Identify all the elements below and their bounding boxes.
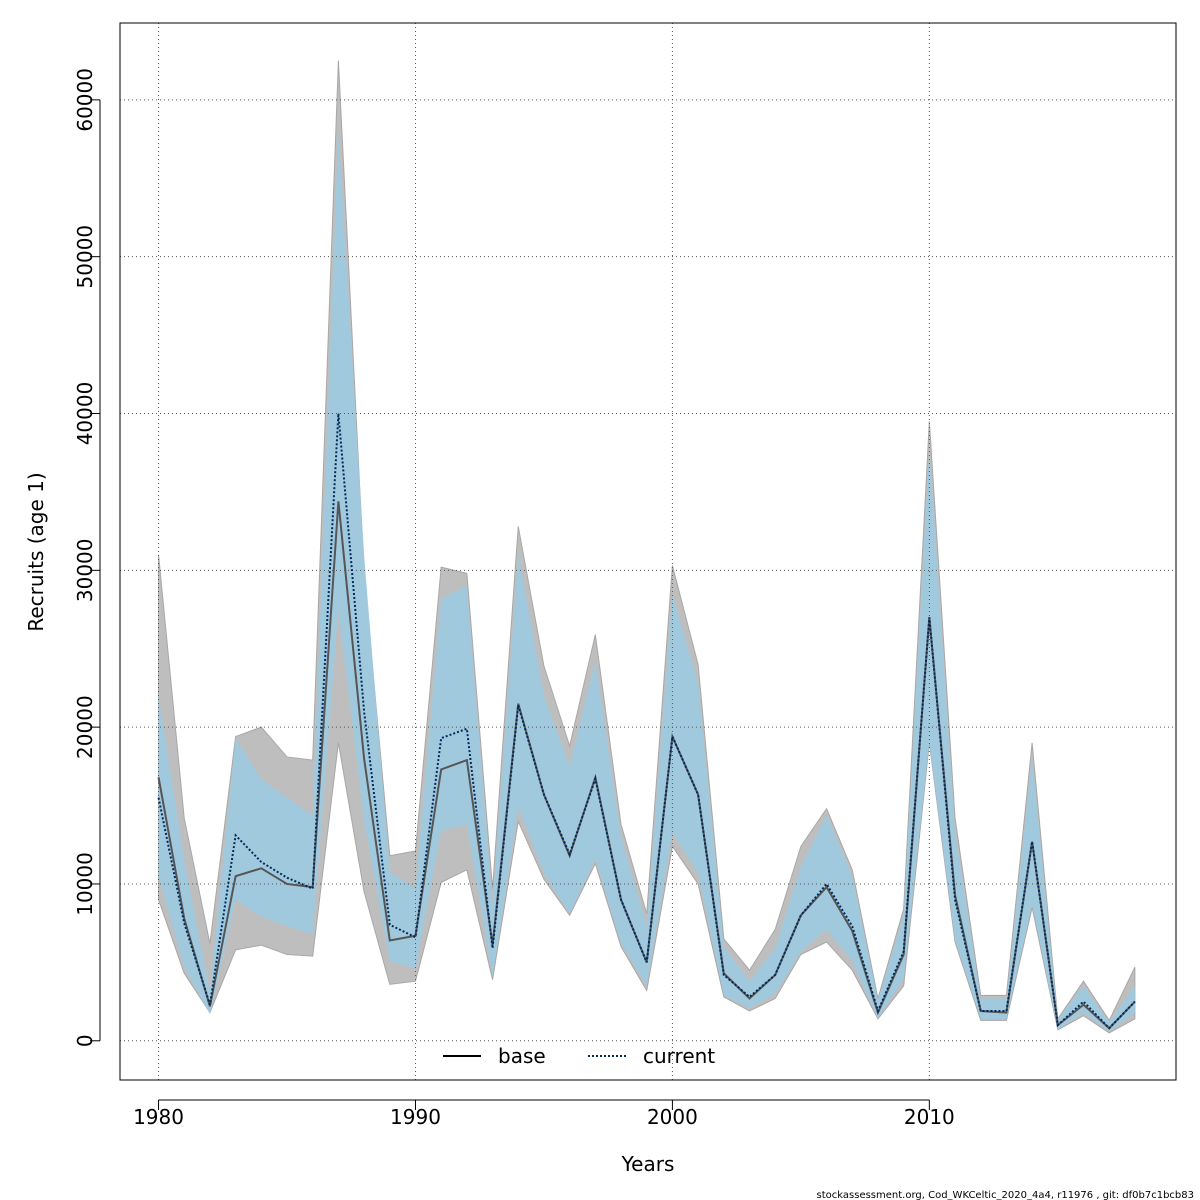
y-tick-label-60000: 60000 <box>73 68 97 132</box>
y-tick-label-50000: 50000 <box>73 225 97 289</box>
x-axis: 1980 1990 2000 2010 <box>133 1099 955 1129</box>
y-tick-label-20000: 20000 <box>73 695 97 759</box>
legend: base current <box>443 1044 715 1068</box>
x-tick-label-2000: 2000 <box>647 1105 698 1129</box>
x-tick-label-1980: 1980 <box>133 1105 184 1129</box>
x-tick-label-2010: 2010 <box>904 1105 955 1129</box>
y-axis-title: Recruits (age 1) <box>24 472 48 631</box>
y-tick-label-10000: 10000 <box>73 852 97 916</box>
line-current <box>157 413 1136 1030</box>
grid-lines <box>120 23 1176 1080</box>
band-current <box>158 131 1135 1032</box>
x-axis-title: Years <box>621 1152 675 1176</box>
series-lines <box>157 413 1136 1030</box>
y-tick-label-40000: 40000 <box>73 382 97 446</box>
plot-frame <box>119 22 1177 1081</box>
footer-text: stockassessment.org, Cod_WKCeltic_2020_4… <box>817 1190 1194 1200</box>
y-axis: 0 10000 20000 30000 40000 50000 60000 <box>73 68 101 1047</box>
y-tick-label-30000: 30000 <box>73 539 97 603</box>
x-tick-label-1990: 1990 <box>390 1105 441 1129</box>
legend-label-current: current <box>643 1044 715 1068</box>
legend-label-base: base <box>498 1044 546 1068</box>
y-tick-label-0: 0 <box>73 1034 97 1047</box>
